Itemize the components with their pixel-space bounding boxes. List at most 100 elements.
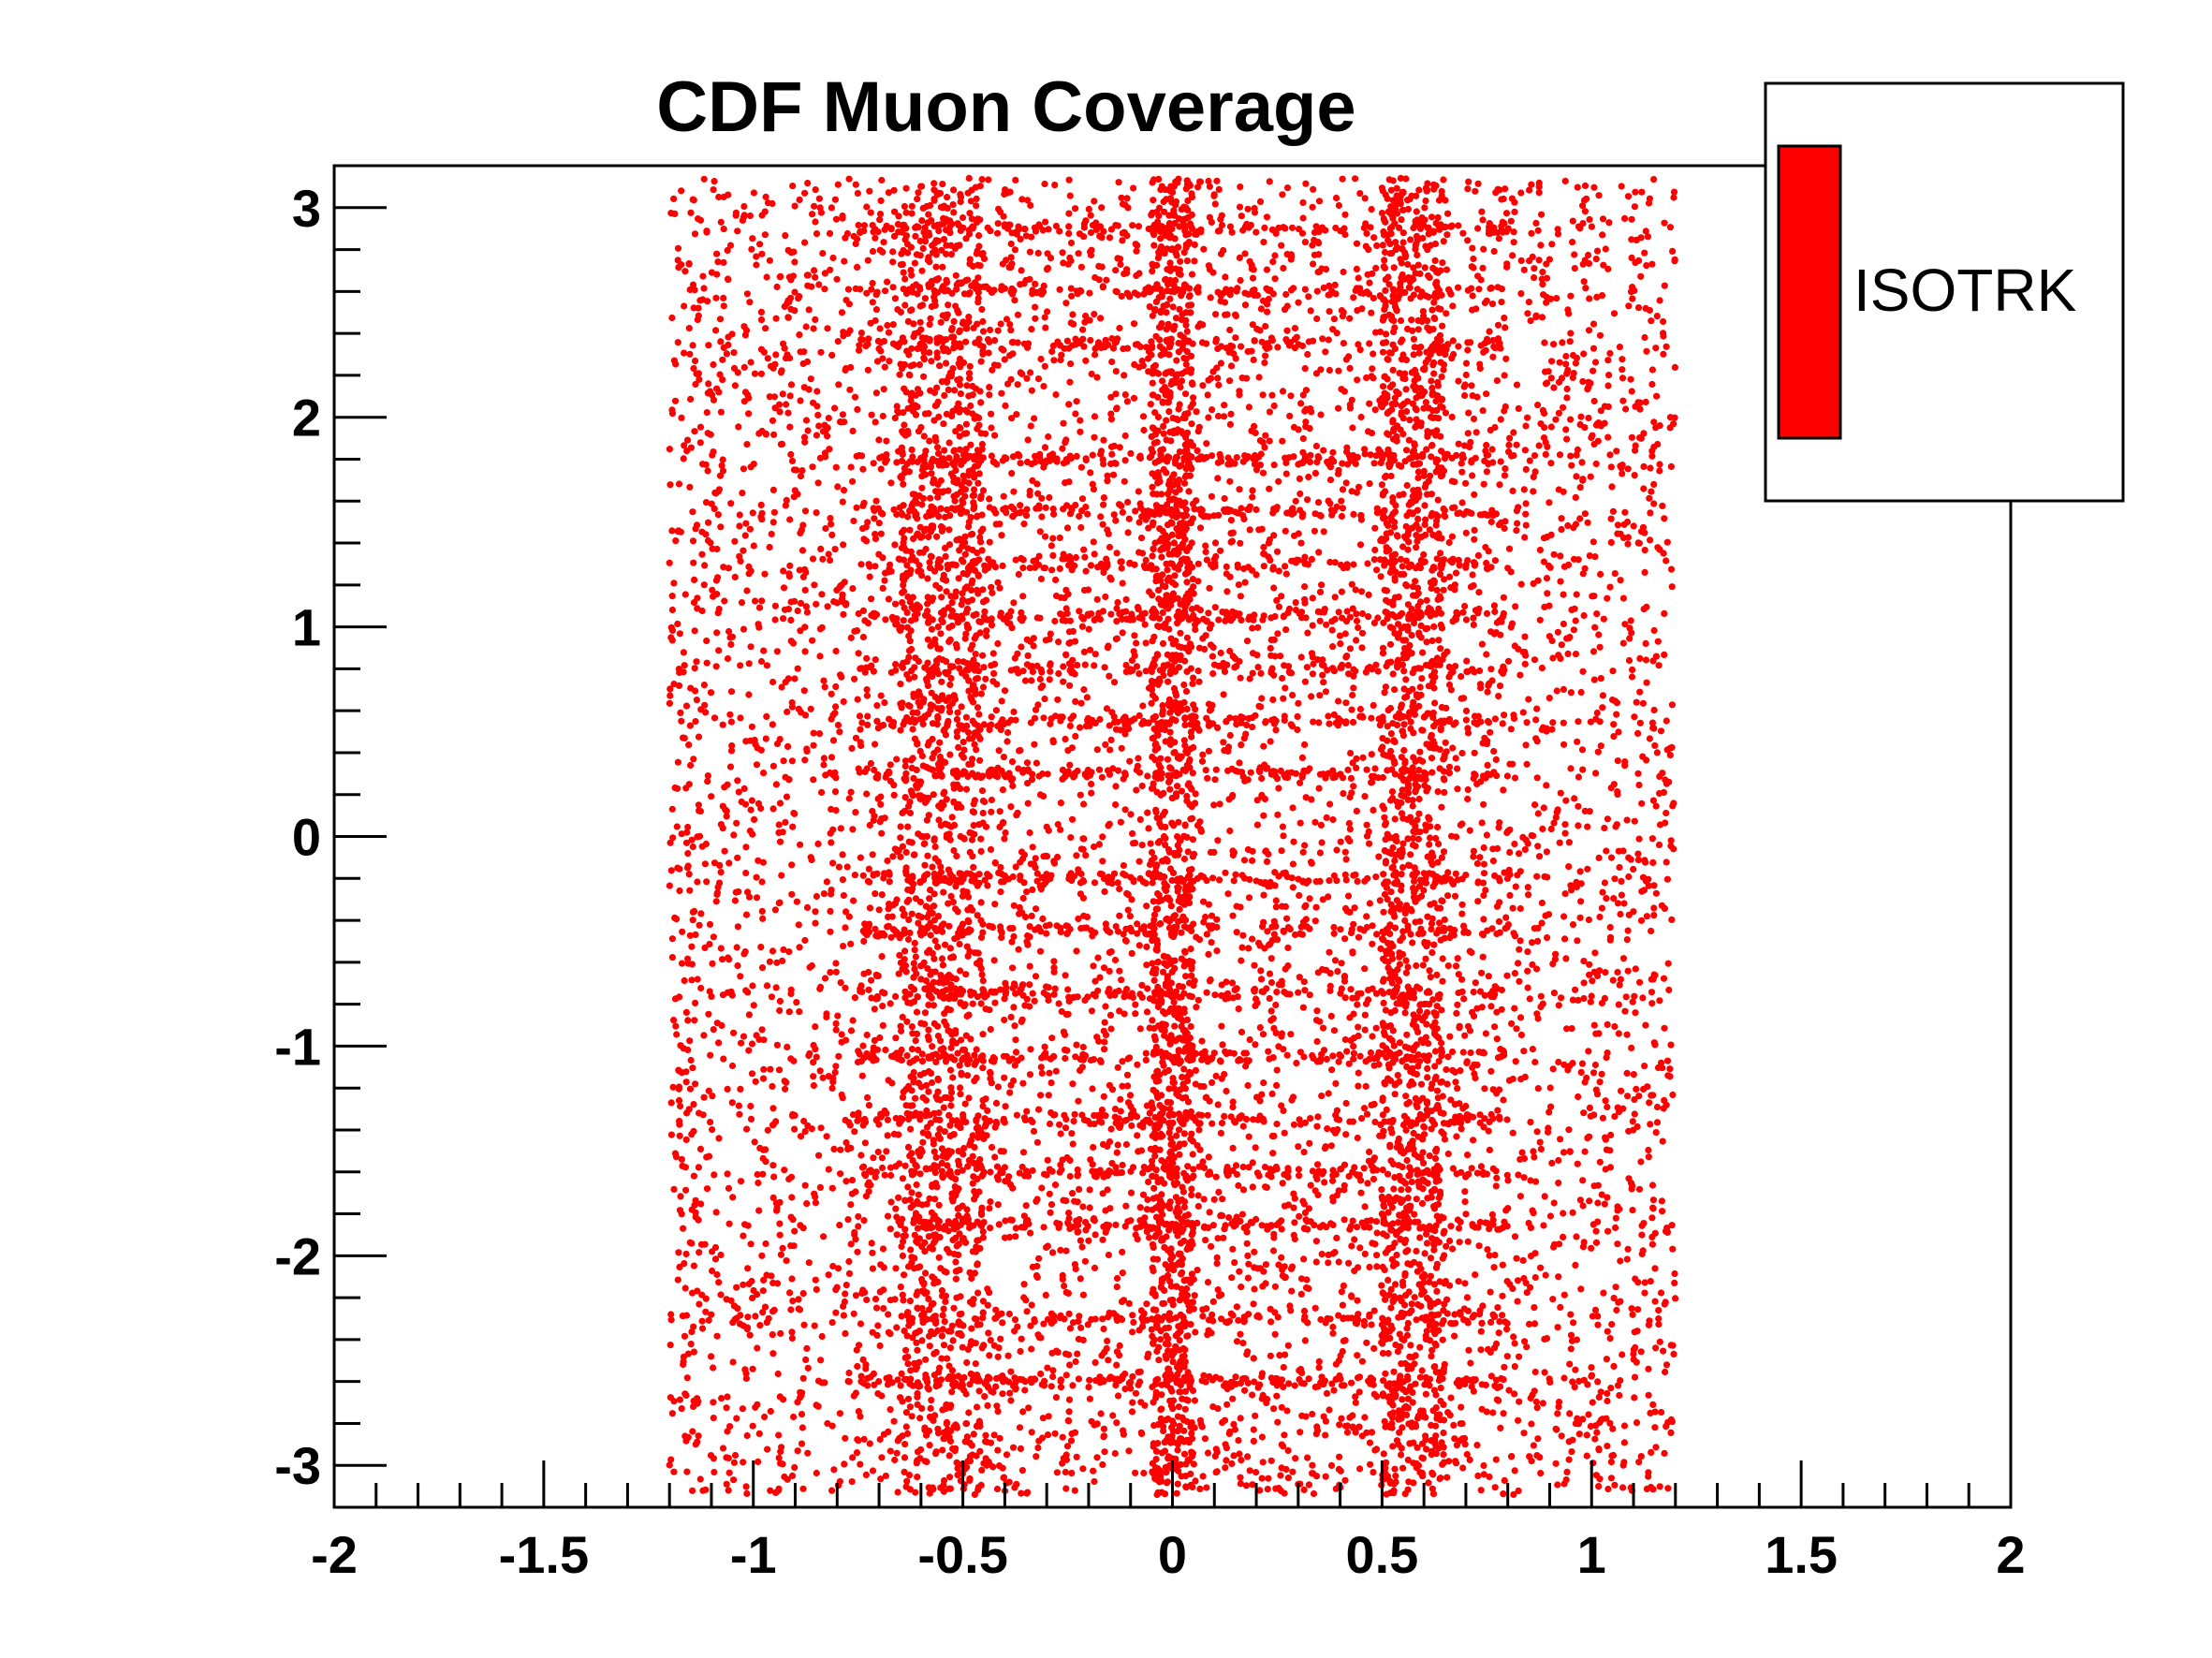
data-point	[1656, 467, 1663, 474]
data-point	[1301, 978, 1308, 985]
data-point	[1559, 1432, 1565, 1439]
data-point	[1240, 1186, 1247, 1193]
data-point	[669, 806, 676, 813]
data-point	[1370, 234, 1377, 241]
data-point	[1619, 892, 1625, 899]
data-point	[775, 1371, 782, 1377]
data-point	[877, 325, 884, 331]
data-point	[1060, 1272, 1066, 1279]
data-point	[741, 1366, 748, 1372]
data-point	[1012, 246, 1018, 253]
data-point	[1112, 783, 1119, 789]
data-point	[798, 1441, 805, 1447]
data-point	[1667, 1042, 1674, 1049]
data-point	[1342, 653, 1349, 660]
data-point	[1536, 257, 1543, 263]
data-point	[865, 620, 872, 626]
data-point	[827, 929, 833, 935]
data-point	[731, 538, 738, 545]
data-point	[740, 1034, 747, 1040]
data-point	[927, 321, 933, 328]
data-point	[718, 1395, 725, 1401]
data-point	[1318, 581, 1325, 588]
data-point	[1593, 1472, 1600, 1478]
data-point	[710, 1364, 716, 1371]
data-point	[1497, 682, 1503, 689]
data-point	[669, 1410, 676, 1416]
data-point	[1035, 250, 1042, 257]
data-point	[1575, 1093, 1581, 1100]
data-point	[746, 299, 753, 305]
data-point	[1307, 895, 1313, 902]
data-point	[1295, 300, 1301, 306]
data-point	[929, 1043, 935, 1049]
data-point	[1072, 410, 1078, 417]
data-point	[1315, 549, 1322, 555]
data-point	[698, 529, 705, 536]
data-point	[1052, 1431, 1059, 1437]
data-point	[991, 901, 998, 907]
data-point	[802, 507, 809, 514]
data-point	[1032, 864, 1038, 871]
data-point	[1251, 1438, 1257, 1445]
data-point	[758, 1253, 765, 1259]
data-point	[1028, 1345, 1034, 1352]
data-point	[1516, 672, 1523, 679]
data-point	[886, 189, 892, 196]
data-point	[1050, 357, 1057, 363]
data-point	[842, 1330, 848, 1337]
data-point	[734, 962, 740, 969]
data-point	[1068, 1470, 1075, 1476]
data-point	[1048, 566, 1055, 573]
data-point	[737, 1321, 743, 1328]
data-point	[1468, 949, 1474, 956]
data-point	[754, 1032, 760, 1038]
data-point	[721, 597, 727, 604]
data-point	[1567, 338, 1574, 345]
data-point	[754, 1344, 760, 1351]
data-point	[847, 1201, 854, 1208]
data-point	[1343, 479, 1350, 486]
data-point	[787, 1242, 794, 1249]
data-point	[699, 273, 706, 280]
data-point	[1033, 1453, 1039, 1460]
data-point	[1054, 697, 1061, 703]
data-point	[973, 1360, 979, 1367]
data-point	[1244, 1228, 1251, 1235]
data-point	[1269, 1091, 1276, 1097]
data-point	[1237, 255, 1243, 261]
data-point	[702, 860, 709, 867]
data-point	[1552, 417, 1559, 423]
data-point	[1321, 1179, 1327, 1185]
data-point	[715, 884, 722, 890]
data-point	[1214, 475, 1221, 481]
data-point	[1483, 1030, 1489, 1036]
data-point	[1221, 402, 1227, 408]
data-point	[1477, 1346, 1484, 1353]
data-point	[1091, 311, 1097, 317]
data-point	[1245, 206, 1252, 213]
data-point	[1053, 1394, 1060, 1401]
data-point	[1234, 1303, 1240, 1310]
data-point	[1018, 196, 1025, 202]
data-point	[760, 859, 767, 866]
data-point	[1283, 471, 1290, 477]
data-point	[1458, 822, 1464, 829]
data-point	[1313, 1007, 1320, 1014]
data-point	[700, 1032, 707, 1038]
data-point	[843, 1282, 850, 1288]
data-point	[971, 492, 977, 499]
data-point	[802, 587, 809, 594]
data-point	[1274, 1419, 1281, 1426]
data-point	[917, 748, 924, 755]
data-point	[1458, 1312, 1464, 1318]
data-point	[1171, 323, 1178, 330]
data-point	[840, 611, 846, 618]
data-point	[1573, 651, 1579, 657]
data-point	[1496, 899, 1502, 905]
data-point	[1648, 261, 1655, 268]
data-point	[1608, 1459, 1615, 1465]
data-point	[1284, 945, 1291, 951]
data-point	[1626, 635, 1633, 641]
data-point	[1280, 832, 1286, 839]
